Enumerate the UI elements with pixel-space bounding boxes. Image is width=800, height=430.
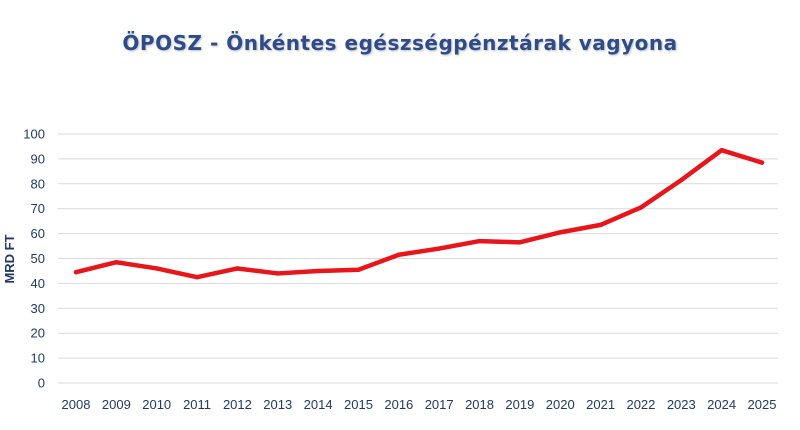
x-tick-label: 2017 <box>425 397 454 412</box>
y-tick-label: 80 <box>31 176 45 191</box>
data-point <box>154 266 159 271</box>
y-tick-label: 40 <box>31 276 45 291</box>
x-tick-label: 2024 <box>707 397 736 412</box>
data-point <box>194 274 200 280</box>
x-tick-label: 2019 <box>505 397 534 412</box>
x-tick-label: 2020 <box>546 397 575 412</box>
x-tick-label: 2012 <box>223 397 252 412</box>
y-tick-label: 0 <box>38 376 45 391</box>
x-tick-label: 2022 <box>626 397 655 412</box>
data-point <box>719 147 724 153</box>
x-tick-label: 2025 <box>748 397 777 412</box>
y-tick-label: 50 <box>31 251 45 266</box>
x-tick-label: 2023 <box>667 397 696 412</box>
y-tick-label: 30 <box>31 301 45 316</box>
y-tick-label: 70 <box>31 201 45 216</box>
data-point <box>679 177 684 183</box>
y-tick-label: 90 <box>31 151 45 166</box>
y-tick-label: 10 <box>31 351 45 366</box>
data-point <box>114 260 119 265</box>
x-tick-label: 2015 <box>344 397 373 412</box>
x-tick-label: 2010 <box>142 397 171 412</box>
data-point <box>517 240 523 245</box>
data-point <box>598 222 603 228</box>
data-point <box>315 268 321 274</box>
x-tick-label: 2013 <box>263 397 292 412</box>
chart-title: ÖPOSZ - Önkéntes egészségpénztárak vagyo… <box>122 31 678 55</box>
data-point <box>73 269 79 275</box>
y-tick-label: 20 <box>31 326 45 341</box>
x-tick-label: 2008 <box>62 397 91 412</box>
data-point <box>759 160 765 165</box>
data-point <box>477 238 482 244</box>
data-point <box>356 267 361 272</box>
data-point <box>638 205 644 210</box>
y-tick-label: 100 <box>23 127 45 142</box>
x-tick-label: 2021 <box>586 397 615 412</box>
y-tick-label: 60 <box>31 226 45 241</box>
x-axis-tick-labels: 2008 2009 2010 2011 2012 2013 2014 2015 2016 2017… <box>62 397 777 412</box>
data-point <box>396 252 402 257</box>
series-layer <box>73 147 765 280</box>
y-axis-title: MRD FT <box>2 234 17 283</box>
data-point <box>275 271 280 276</box>
x-tick-label: 2018 <box>465 397 494 412</box>
x-tick-label: 2011 <box>183 397 211 412</box>
data-point <box>558 230 563 235</box>
data-point <box>235 266 240 271</box>
x-tick-label: 2014 <box>304 397 333 412</box>
x-tick-label: 2009 <box>102 397 131 412</box>
y-axis-tick-labels: 0 10 20 30 40 50 60 70 80 90 100 <box>23 127 45 391</box>
data-point <box>436 246 442 251</box>
gridlines <box>58 133 778 384</box>
series-line <box>73 147 765 280</box>
x-tick-label: 2016 <box>384 397 413 412</box>
